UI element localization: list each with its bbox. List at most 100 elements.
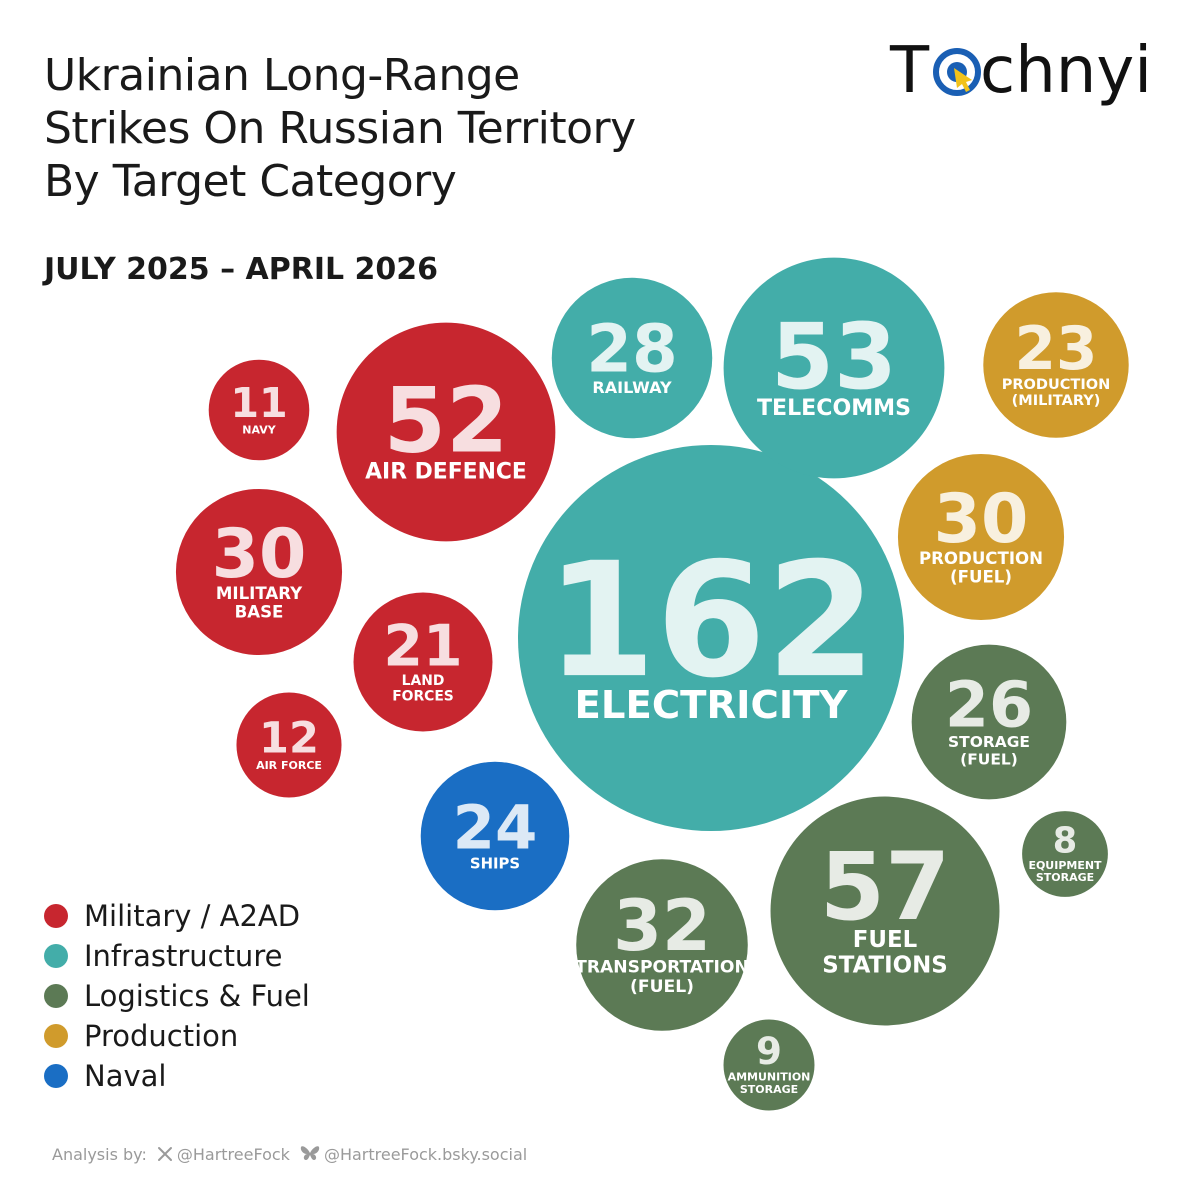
bubble-value: 32 bbox=[613, 885, 711, 967]
bubble-value: 23 bbox=[1015, 315, 1098, 384]
bubble-value: 28 bbox=[586, 311, 678, 388]
bubble-circle bbox=[236, 692, 342, 798]
bubble-circle bbox=[420, 761, 570, 911]
bubble-label: STORAGE bbox=[948, 733, 1030, 751]
bubble-circle bbox=[1022, 811, 1108, 897]
chart-title: Ukrainian Long-Range Strikes On Russian … bbox=[44, 50, 804, 208]
bubble-label: TRANSPORTATION bbox=[575, 958, 749, 978]
bubble-label: PRODUCTION bbox=[919, 549, 1043, 568]
bubble-label: FUEL bbox=[853, 927, 917, 953]
bubble-label: BASE bbox=[235, 602, 284, 621]
bubble-label: ELECTRICITY bbox=[575, 683, 849, 728]
bubble-value: 8 bbox=[1053, 820, 1077, 861]
bubble-label: LAND bbox=[402, 673, 445, 689]
bubble-circle bbox=[576, 859, 748, 1031]
bubble-value: 11 bbox=[230, 379, 287, 427]
attribution-footer: Analysis by: @HartreeFock @HartreeFock.b… bbox=[52, 1143, 527, 1165]
bubble-label: EQUIPMENT bbox=[1028, 859, 1102, 872]
bubble-value: 30 bbox=[934, 480, 1029, 559]
bubble-circle bbox=[336, 322, 556, 542]
bubble-value: 30 bbox=[212, 515, 307, 594]
chart-legend: Military / A2AD Infrastructure Logistics… bbox=[44, 896, 310, 1096]
bubble-circle bbox=[897, 453, 1065, 621]
x-handle-link[interactable]: @HartreeFock bbox=[176, 1144, 290, 1164]
attribution-prefix: Analysis by: bbox=[52, 1144, 147, 1164]
bubble-value: 57 bbox=[820, 833, 951, 942]
bubble-label: (FUEL) bbox=[630, 977, 694, 997]
bubble-label: AIR FORCE bbox=[256, 759, 322, 772]
legend-item: Production bbox=[44, 1016, 310, 1056]
logo-t: T bbox=[889, 34, 930, 108]
bubble-label: TELECOMMS bbox=[757, 396, 911, 421]
bubble-label: FORCES bbox=[392, 688, 454, 704]
bubble-label: STORAGE bbox=[740, 1083, 798, 1096]
legend-item: Infrastructure bbox=[44, 936, 310, 976]
title-line: By Target Category bbox=[44, 155, 457, 207]
legend-item: Naval bbox=[44, 1056, 310, 1096]
bubble-value: 52 bbox=[384, 370, 509, 474]
bubble-label: STORAGE bbox=[1036, 871, 1094, 884]
legend-swatch bbox=[44, 904, 68, 928]
bubble-value: 24 bbox=[453, 792, 538, 863]
bubble-value: 162 bbox=[546, 529, 876, 713]
bubble-label: AMMUNITION bbox=[728, 1071, 811, 1084]
bubble-label: STATIONS bbox=[822, 952, 947, 978]
bubble-label: SHIPS bbox=[470, 855, 520, 873]
bubble-label: AIR DEFENCE bbox=[365, 460, 527, 485]
legend-label: Naval bbox=[84, 1059, 167, 1093]
legend-label: Logistics & Fuel bbox=[84, 979, 310, 1013]
title-line: Strikes On Russian Territory bbox=[44, 102, 636, 154]
bubble-circle bbox=[723, 1019, 815, 1111]
bubble-label: (MILITARY) bbox=[1012, 393, 1101, 409]
target-e-logo-icon bbox=[933, 48, 981, 96]
bubble-circle bbox=[175, 488, 343, 656]
bubble-label: (FUEL) bbox=[950, 567, 1012, 586]
legend-swatch bbox=[44, 1064, 68, 1088]
bsky-handle-link[interactable]: @HartreeFock.bsky.social bbox=[323, 1144, 528, 1164]
bubble-circle bbox=[551, 277, 713, 439]
chart-subtitle: JULY 2025 – APRIL 2026 bbox=[44, 252, 439, 287]
butterfly-icon bbox=[300, 1145, 320, 1163]
title-line: Ukrainian Long-Range bbox=[44, 50, 520, 101]
legend-item: Military / A2AD bbox=[44, 896, 310, 936]
bubble-circle bbox=[983, 292, 1129, 438]
bubble-label: MILITARY bbox=[216, 584, 303, 603]
bubble-label: (FUEL) bbox=[960, 750, 1018, 768]
bubble-circle bbox=[208, 359, 310, 461]
bubble-label: RAILWAY bbox=[592, 378, 672, 397]
bubble-circle bbox=[723, 257, 945, 479]
bubble-value: 26 bbox=[945, 667, 1033, 741]
legend-label: Military / A2AD bbox=[84, 899, 301, 933]
bubble-label: PRODUCTION bbox=[1002, 377, 1111, 393]
bubble-circle bbox=[353, 592, 493, 732]
bubble-value: 9 bbox=[756, 1029, 782, 1073]
x-logo-icon bbox=[157, 1146, 173, 1162]
bubble-value: 21 bbox=[383, 614, 462, 680]
legend-label: Infrastructure bbox=[84, 939, 283, 973]
brand-logo: T chnyi bbox=[889, 34, 1152, 108]
legend-swatch bbox=[44, 984, 68, 1008]
legend-swatch bbox=[44, 1024, 68, 1048]
legend-item: Logistics & Fuel bbox=[44, 976, 310, 1016]
bubble-circle bbox=[770, 796, 1000, 1026]
bubble-label: NAVY bbox=[242, 423, 276, 436]
legend-label: Production bbox=[84, 1019, 239, 1053]
bubble-value: 53 bbox=[771, 305, 897, 410]
